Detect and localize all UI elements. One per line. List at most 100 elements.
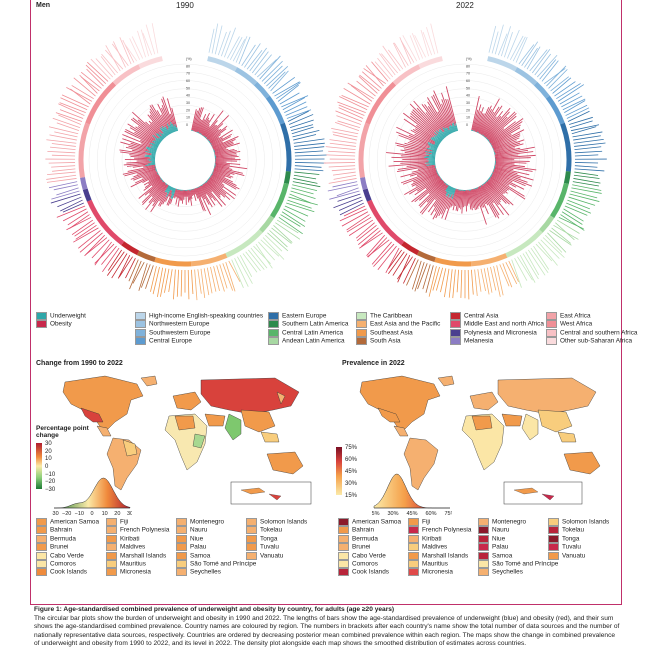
region-legend-item: Northwestern Europe	[135, 320, 263, 329]
caption-line-2: shows the age-standardised combined prev…	[34, 623, 620, 631]
legend-swatch	[338, 560, 349, 568]
legend-swatch	[548, 534, 559, 543]
legend-label: Brunei	[50, 543, 69, 551]
legend-label: Comoros	[50, 560, 76, 568]
legend-swatch	[36, 518, 47, 526]
legend-swatch	[246, 534, 257, 543]
legend-label: Kiribati	[422, 535, 442, 543]
legend-label: Tuvalu	[562, 543, 581, 551]
figure-caption: Figure 1: Age-standardised combined prev…	[34, 606, 634, 649]
legend-label: The Caribbean	[370, 312, 413, 320]
region-legend-col-2: Eastern Europe Southern Latin America Cent…	[268, 312, 348, 346]
island-legend-item: Bermuda	[36, 534, 76, 544]
legend-swatch	[246, 526, 257, 535]
legend-label: Middle East and north Africa	[464, 321, 544, 329]
island-legend-item: Solomon Islands	[548, 518, 609, 527]
legend-label: High-income English-speaking countries	[149, 312, 264, 320]
year-label-left: 1990	[176, 1, 194, 10]
region-legend-item: High-income English-speaking countries	[135, 312, 263, 320]
island-legend-item: Niue	[176, 534, 204, 544]
scale-tick-label: 45%	[345, 469, 358, 475]
island-legend-item: French Polynesia	[408, 526, 471, 535]
legend-swatch	[450, 312, 461, 320]
legend-swatch	[176, 526, 187, 535]
world-map-prevalence	[342, 370, 612, 505]
legend-label: Nauru	[492, 527, 510, 535]
legend-label: Polynesia and Micronesia	[464, 329, 537, 337]
legend-swatch	[408, 526, 419, 535]
legend-swatch	[176, 551, 187, 560]
legend-label: Central Asia	[464, 312, 499, 320]
legend-swatch	[450, 328, 461, 337]
island-legend-item: Tokelau	[548, 526, 584, 535]
legend-label: Niue	[190, 535, 204, 543]
legend-swatch	[176, 543, 187, 552]
legend-swatch	[546, 337, 557, 346]
island-legend-item: Cook Islands	[338, 568, 389, 577]
radial-tick-label: (%)	[466, 57, 472, 61]
region-legend-item: East Africa	[546, 312, 637, 320]
density-plot-prevalence: 15% 30% 45% 60% 75%	[372, 473, 452, 516]
color-scale-prevalence	[336, 447, 342, 495]
island-legend-item: Micronesia	[106, 568, 151, 577]
legend-swatch	[106, 526, 117, 535]
legend-label: Eastern Europe	[282, 312, 327, 320]
region-legend-item: West Africa	[546, 320, 637, 329]
island-legend-item: Samoa	[176, 551, 210, 561]
island-legend-item: Solomon Islands	[246, 518, 307, 527]
legend-swatch	[338, 534, 349, 543]
legend-label: Seychelles	[492, 569, 523, 577]
island-legend-item: American Samoa	[338, 518, 401, 527]
legend-label: Nauru	[190, 527, 208, 535]
scale-title-change: Percentage point change	[36, 425, 89, 439]
outcome-legend: Underweight Obesity	[36, 312, 86, 329]
legend-swatch	[338, 526, 349, 535]
region-legend-item: Polynesia and Micronesia	[450, 328, 544, 337]
region-legend-item: Southwestern Europe	[135, 328, 263, 337]
legend-label: Kiribati	[120, 535, 140, 543]
legend-label: Samoa	[492, 552, 513, 560]
legend-label: French Polynesia	[422, 527, 472, 535]
radial-tick-label: 20	[186, 108, 190, 112]
legend-label: Palau	[190, 543, 207, 551]
region-legend-item: Eastern Europe	[268, 312, 348, 320]
region-legend-item: Central Asia	[450, 312, 544, 320]
legend-label: Fiji	[422, 518, 431, 526]
legend-swatch	[36, 312, 47, 320]
legend-swatch	[246, 518, 257, 526]
legend-label: South Asia	[370, 337, 401, 345]
island-legend-item: Brunei	[338, 543, 370, 552]
island-legend-item: Bahrain	[338, 526, 374, 535]
legend-label: East Asia and the Pacific	[370, 321, 441, 329]
legend-label: Mauritius	[422, 560, 448, 568]
legend-label: Vanuatu	[562, 552, 586, 560]
legend-label: Central Latin America	[282, 329, 344, 337]
legend-swatch	[268, 337, 279, 346]
legend-swatch	[106, 534, 117, 543]
legend-swatch	[106, 560, 117, 568]
density-tick-label: 10	[102, 511, 108, 516]
legend-swatch	[478, 543, 489, 552]
radial-tick-label: 80	[186, 64, 190, 68]
region-legend-col-1: High-income English-speaking countries No…	[135, 312, 263, 346]
legend-swatch	[106, 518, 117, 526]
island-legend-item: Marshall Islands	[408, 551, 468, 561]
legend-swatch	[106, 543, 117, 552]
island-legend-item: Kiribati	[106, 534, 140, 544]
color-scale-change	[36, 443, 42, 489]
legend-swatch	[356, 328, 367, 337]
island-legend-item: Kiribati	[408, 534, 442, 544]
region-legend-item: Central and southern Africa	[546, 328, 637, 337]
density-tick-label: −30	[52, 511, 59, 516]
legend-swatch	[36, 568, 47, 577]
region-legend-col-5: East Africa West Africa Central and southe…	[546, 312, 637, 346]
legend-swatch	[478, 568, 489, 577]
density-tick-label: 45%	[406, 511, 417, 516]
legend-swatch	[246, 551, 257, 560]
legend-label: Solomon Islands	[260, 518, 308, 526]
legend-swatch	[106, 568, 117, 577]
legend-swatch	[408, 560, 419, 568]
legend-label: Southern Latin America	[282, 321, 349, 329]
map-right-title: Prevalence in 2022	[342, 360, 405, 367]
island-legend-item: Tokelau	[246, 526, 282, 535]
